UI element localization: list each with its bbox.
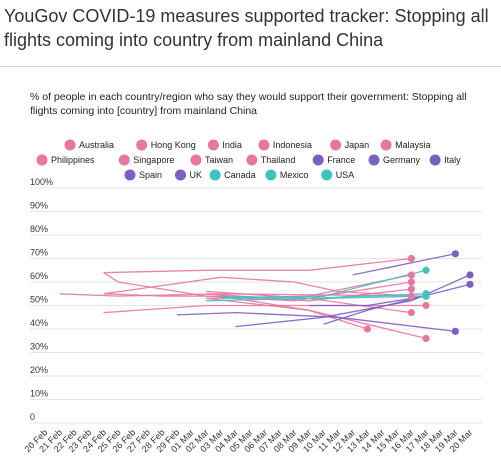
legend-marker-thailand (246, 154, 258, 166)
series-points (363, 250, 474, 342)
legend-label-japan[interactable]: Japan (345, 140, 370, 150)
y-tick-60: 60% (30, 271, 48, 281)
series-endpoint-france[interactable] (451, 327, 459, 335)
y-tick-70: 70% (30, 248, 48, 258)
legend-marker-uk (175, 169, 186, 181)
legend-label-philippines[interactable]: Philippines (51, 155, 95, 165)
legend-marker-philippines (36, 154, 48, 166)
series-endpoint-taiwan[interactable] (407, 285, 415, 293)
series-endpoint-germany[interactable] (466, 271, 474, 279)
series-line-usa (220, 295, 427, 300)
legend-marker-taiwan (190, 154, 202, 166)
title-divider (0, 66, 501, 67)
series-endpoint-india[interactable] (407, 292, 415, 300)
legend-marker-france (312, 154, 324, 166)
legend-label-germany[interactable]: Germany (383, 155, 421, 165)
legend-marker-india (207, 139, 219, 151)
legend-label-taiwan[interactable]: Taiwan (205, 155, 233, 165)
y-tick-10: 10% (30, 389, 48, 399)
series-line-australia (59, 293, 427, 297)
legend-marker-mexico (265, 169, 277, 181)
series-endpoint-hong-kong[interactable] (407, 254, 415, 263)
legend-label-spain[interactable]: Spain (139, 170, 162, 180)
series-lines (59, 253, 471, 340)
y-tick-20: 20% (30, 365, 48, 375)
series-endpoint-malaysia[interactable] (363, 325, 372, 333)
legend-label-hong-kong[interactable]: Hong Kong (151, 140, 196, 150)
legend-marker-italy (429, 154, 441, 166)
y-axis: 0 10% 20% 30% 40% 50% 60% 70% 80% 90% 100% (30, 177, 53, 422)
legend-label-uk[interactable]: UK (190, 170, 203, 180)
series-endpoint-thailand[interactable] (422, 334, 430, 342)
chart-legend: Australia Hong Kong India Indonesia Japan Mal… (36, 139, 461, 181)
legend-label-thailand[interactable]: Thailand (261, 155, 296, 165)
legend-marker-usa (321, 169, 333, 181)
legend-marker-spain (124, 169, 136, 181)
series-endpoint-mexico[interactable] (422, 266, 430, 274)
legend-label-mexico[interactable]: Mexico (280, 170, 309, 180)
series-endpoint-philippines[interactable] (407, 271, 415, 279)
series-line-hong-kong (103, 257, 412, 274)
legend-label-singapore[interactable]: Singapore (133, 155, 174, 165)
legend-marker-singapore (118, 154, 130, 166)
series-line-germany (235, 274, 471, 328)
series-endpoint-spain[interactable] (466, 280, 474, 288)
legend-label-indonesia[interactable]: Indonesia (273, 140, 312, 150)
legend-marker-indonesia (258, 139, 270, 151)
legend-marker-canada (209, 169, 221, 181)
y-tick-80: 80% (30, 224, 48, 234)
legend-label-usa[interactable]: USA (336, 170, 355, 180)
chart-subtitle: % of people in each country/region who s… (30, 91, 467, 117)
series-line-mexico (220, 269, 427, 300)
y-tick-50: 50% (30, 295, 48, 305)
series-endpoint-usa[interactable] (422, 292, 430, 300)
legend-label-france[interactable]: France (327, 155, 355, 165)
legend-label-italy[interactable]: Italy (444, 155, 461, 165)
y-tick-30: 30% (30, 342, 48, 352)
series-line-spain (323, 283, 471, 325)
series-line-india (103, 276, 412, 297)
legend-label-australia[interactable]: Australia (79, 140, 114, 150)
series-line-italy (352, 253, 456, 276)
legend-label-canada[interactable]: Canada (224, 170, 256, 180)
series-line-uk (308, 295, 427, 307)
y-tick-100: 100% (30, 177, 53, 187)
series-endpoint-indonesia[interactable] (407, 278, 415, 286)
legend-label-india[interactable]: India (222, 140, 242, 150)
legend-marker-germany (368, 154, 380, 166)
legend-marker-japan (330, 139, 342, 151)
series-endpoint-singapore[interactable] (407, 308, 415, 317)
series-endpoint-japan[interactable] (422, 301, 430, 310)
legend-marker-hong-kong (136, 139, 148, 151)
chart-title: YouGov COVID-19 measures supported track… (4, 6, 489, 50)
series-line-thailand (206, 297, 427, 340)
legend-label-malaysia[interactable]: Malaysia (395, 140, 431, 150)
legend-marker-malaysia (380, 139, 392, 151)
y-tick-40: 40% (30, 318, 48, 328)
series-endpoint-italy[interactable] (451, 250, 459, 258)
series-line-france (176, 311, 456, 333)
y-tick-0: 0 (30, 412, 35, 422)
legend-marker-australia (64, 139, 76, 151)
y-tick-90: 90% (30, 201, 48, 211)
